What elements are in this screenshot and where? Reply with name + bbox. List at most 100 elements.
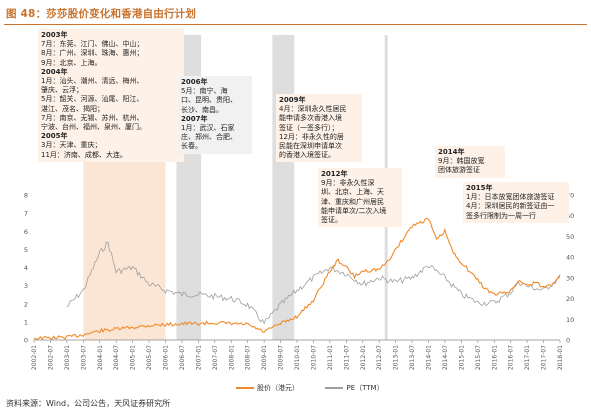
note-line: 圳、北京、上海、天 <box>321 188 384 197</box>
note-2003: 2003年 7月：东莞、江门、佛山、中山； 8月：广州、深圳、珠海、惠州； 9月：北京… <box>38 29 184 162</box>
legend-pe-swatch <box>325 387 344 389</box>
note-line: 9月：北京、上海。 <box>41 58 102 67</box>
y-left-tick-label: 8 <box>24 192 28 200</box>
source-note: 资料来源：Wind，公司公告，天风证券研究所 <box>6 399 171 408</box>
note-line: 肇庆、云浮； <box>41 86 83 95</box>
chart-axes: 0 1 2 3 4 5 6 7 8 0 10 20 30 40 50 60 70 2002-01 2002-07 20… <box>24 192 574 371</box>
x-tick-label: 2008-01 <box>228 345 235 370</box>
note-line: 宁波、台州、福州、泉州、厦门。 <box>41 123 146 132</box>
legend-pe-label: PE（TTM） <box>346 384 384 392</box>
note-line: 5月：韶关、河源、汕尾、阳江、 <box>41 95 144 104</box>
pe-series <box>66 241 561 325</box>
y-right-tick-label: 20 <box>566 295 574 303</box>
x-tick-label: 2014-07 <box>442 345 449 370</box>
x-tick-label: 2012-01 <box>360 345 367 370</box>
note-line: 团体旅游签证 <box>438 166 480 175</box>
note-line: 9月：韩国放宽 <box>438 157 485 166</box>
note-line: 庄、郑州、合肥、 <box>181 133 237 142</box>
note-line: 口、昆明、贵阳、 <box>181 96 237 105</box>
note-line: 2004年 <box>41 67 68 76</box>
x-tick-label: 2013-07 <box>409 345 416 370</box>
x-tick-label: 2003-01 <box>64 345 71 370</box>
y-left-tick-label: 7 <box>24 210 28 218</box>
x-tick-label: 2004-07 <box>113 345 120 370</box>
y-right-tick-label: 50 <box>566 233 574 241</box>
note-line: 长春。 <box>181 142 202 151</box>
y-left-tick-label: 3 <box>24 282 28 290</box>
note-line: 7月：南京、无锡、苏州、杭州、 <box>41 113 144 122</box>
x-tick-label: 2017-07 <box>541 345 548 370</box>
note-line: 11月：济南、成都、大连。 <box>41 150 127 159</box>
x-tick-label: 2012-07 <box>376 345 383 370</box>
x-tick-label: 2006-01 <box>163 345 170 370</box>
shaded-period <box>272 35 295 340</box>
x-tick-label: 2004-01 <box>97 345 104 370</box>
note-2015: 2015年 1月：日本放宽团体旅游签证 4月：深圳居民的新签证由一 签多行限制为一周一… <box>463 182 569 223</box>
note-line: 2015年 <box>466 184 493 192</box>
x-tick-label: 2011-07 <box>343 345 350 370</box>
note-line: 津、重庆和广州居民 <box>321 197 384 206</box>
note-line: 的香港入境签证。 <box>279 151 335 160</box>
note-2014: 2014年 9月：韩国放宽 团体旅游签证 <box>435 146 505 178</box>
x-tick-label: 2016-07 <box>508 345 515 370</box>
note-line: 2014年 <box>438 148 465 156</box>
note-line: 1月：日本放宽团体旅游签证 <box>466 193 555 202</box>
note-2012: 2012年 9月：非永久性深 圳、北京、上海、天 津、重庆和广州居民 能申请单次/二次入… <box>318 168 402 228</box>
x-tick-label: 2014-01 <box>426 345 433 370</box>
x-tick-label: 2015-07 <box>475 345 482 370</box>
note-line: 能申请多次香港入境 <box>279 114 342 123</box>
legend-price-label: 股价（港元） <box>257 384 299 392</box>
y-right-tick-label: 70 <box>566 192 574 200</box>
y-left-tick-label: 1 <box>24 318 28 326</box>
chart-legend: 股价（港元） PE（TTM） <box>236 383 384 393</box>
x-tick-label: 2002-07 <box>47 345 54 370</box>
price-series <box>33 217 561 341</box>
note-2006: 2006年 5月：南宁、海 口、昆明、贵阳、 长沙、南昌。 2007年 1月：武汉、石家庄… <box>178 76 252 154</box>
note-line: 2005年 <box>41 132 68 141</box>
x-tick-label: 2010-01 <box>294 345 301 370</box>
x-tick-label: 2007-01 <box>195 345 202 370</box>
x-tick-label: 2017-01 <box>524 345 531 370</box>
note-line: 签证。 <box>321 216 342 225</box>
pe-line <box>66 241 561 325</box>
y-left-tick-label: 4 <box>24 264 28 272</box>
x-tick-label: 2002-01 <box>31 345 38 370</box>
y-right-tick-label: 60 <box>566 212 574 220</box>
x-tick-label: 2011-01 <box>327 345 334 370</box>
note-line: 2006年 <box>181 78 208 86</box>
note-line: 长沙、南昌。 <box>181 105 223 114</box>
x-tick-label: 2006-07 <box>179 345 186 370</box>
note-line: 签证（一签多行）； <box>279 123 339 132</box>
x-tick-label: 2010-07 <box>310 345 317 370</box>
x-tick-label: 2003-07 <box>80 345 87 370</box>
x-tick-label: 2007-07 <box>212 345 219 370</box>
note-line: 8月：广州、深圳、珠海、惠州； <box>41 49 144 58</box>
note-line: 12月：非永久性的居 <box>279 132 344 141</box>
note-line: 2003年 <box>41 31 68 39</box>
note-line: 1月：汕头、潮州、清远、梅州、 <box>41 77 144 86</box>
note-line: 2009年 <box>279 96 306 104</box>
x-tick-label: 2008-07 <box>245 345 252 370</box>
y-right-tick-label: 30 <box>566 274 574 282</box>
price-line <box>33 217 561 341</box>
legend-price-swatch <box>236 387 254 389</box>
note-line: 5月：南宁、海 <box>181 87 228 96</box>
note-line: 2012年 <box>321 170 348 178</box>
y-right-tick-label: 40 <box>566 254 574 262</box>
note-line: 3月：天津、重庆； <box>41 141 102 150</box>
x-tick-label: 2009-07 <box>278 345 285 370</box>
note-line: 4月：深圳居民的新签证由一 <box>466 202 555 211</box>
note-line: 签多行限制为一周一行 <box>466 211 536 220</box>
note-line: 民能在深圳申请单次 <box>279 142 342 151</box>
x-tick-label: 2016-01 <box>491 345 498 370</box>
note-line: 7月：东莞、江门、佛山、中山； <box>41 40 144 49</box>
x-tick-label: 2005-01 <box>130 345 137 370</box>
x-tick-label: 2013-01 <box>393 345 400 370</box>
x-tick-label: 2018-01 <box>557 345 564 370</box>
y-left-tick-label: 2 <box>24 300 28 308</box>
note-line: 能申请单次/二次入境 <box>321 206 387 215</box>
note-line: 湛江、茂名、揭阳； <box>41 104 104 113</box>
x-tick-label: 2009-01 <box>261 345 268 370</box>
y-left-tick-label: 0 <box>24 337 28 345</box>
note-2009: 2009年 4月：深圳永久性居民 能申请多次香港入境 签证（一签多行）； 12月：非永久… <box>276 94 362 163</box>
